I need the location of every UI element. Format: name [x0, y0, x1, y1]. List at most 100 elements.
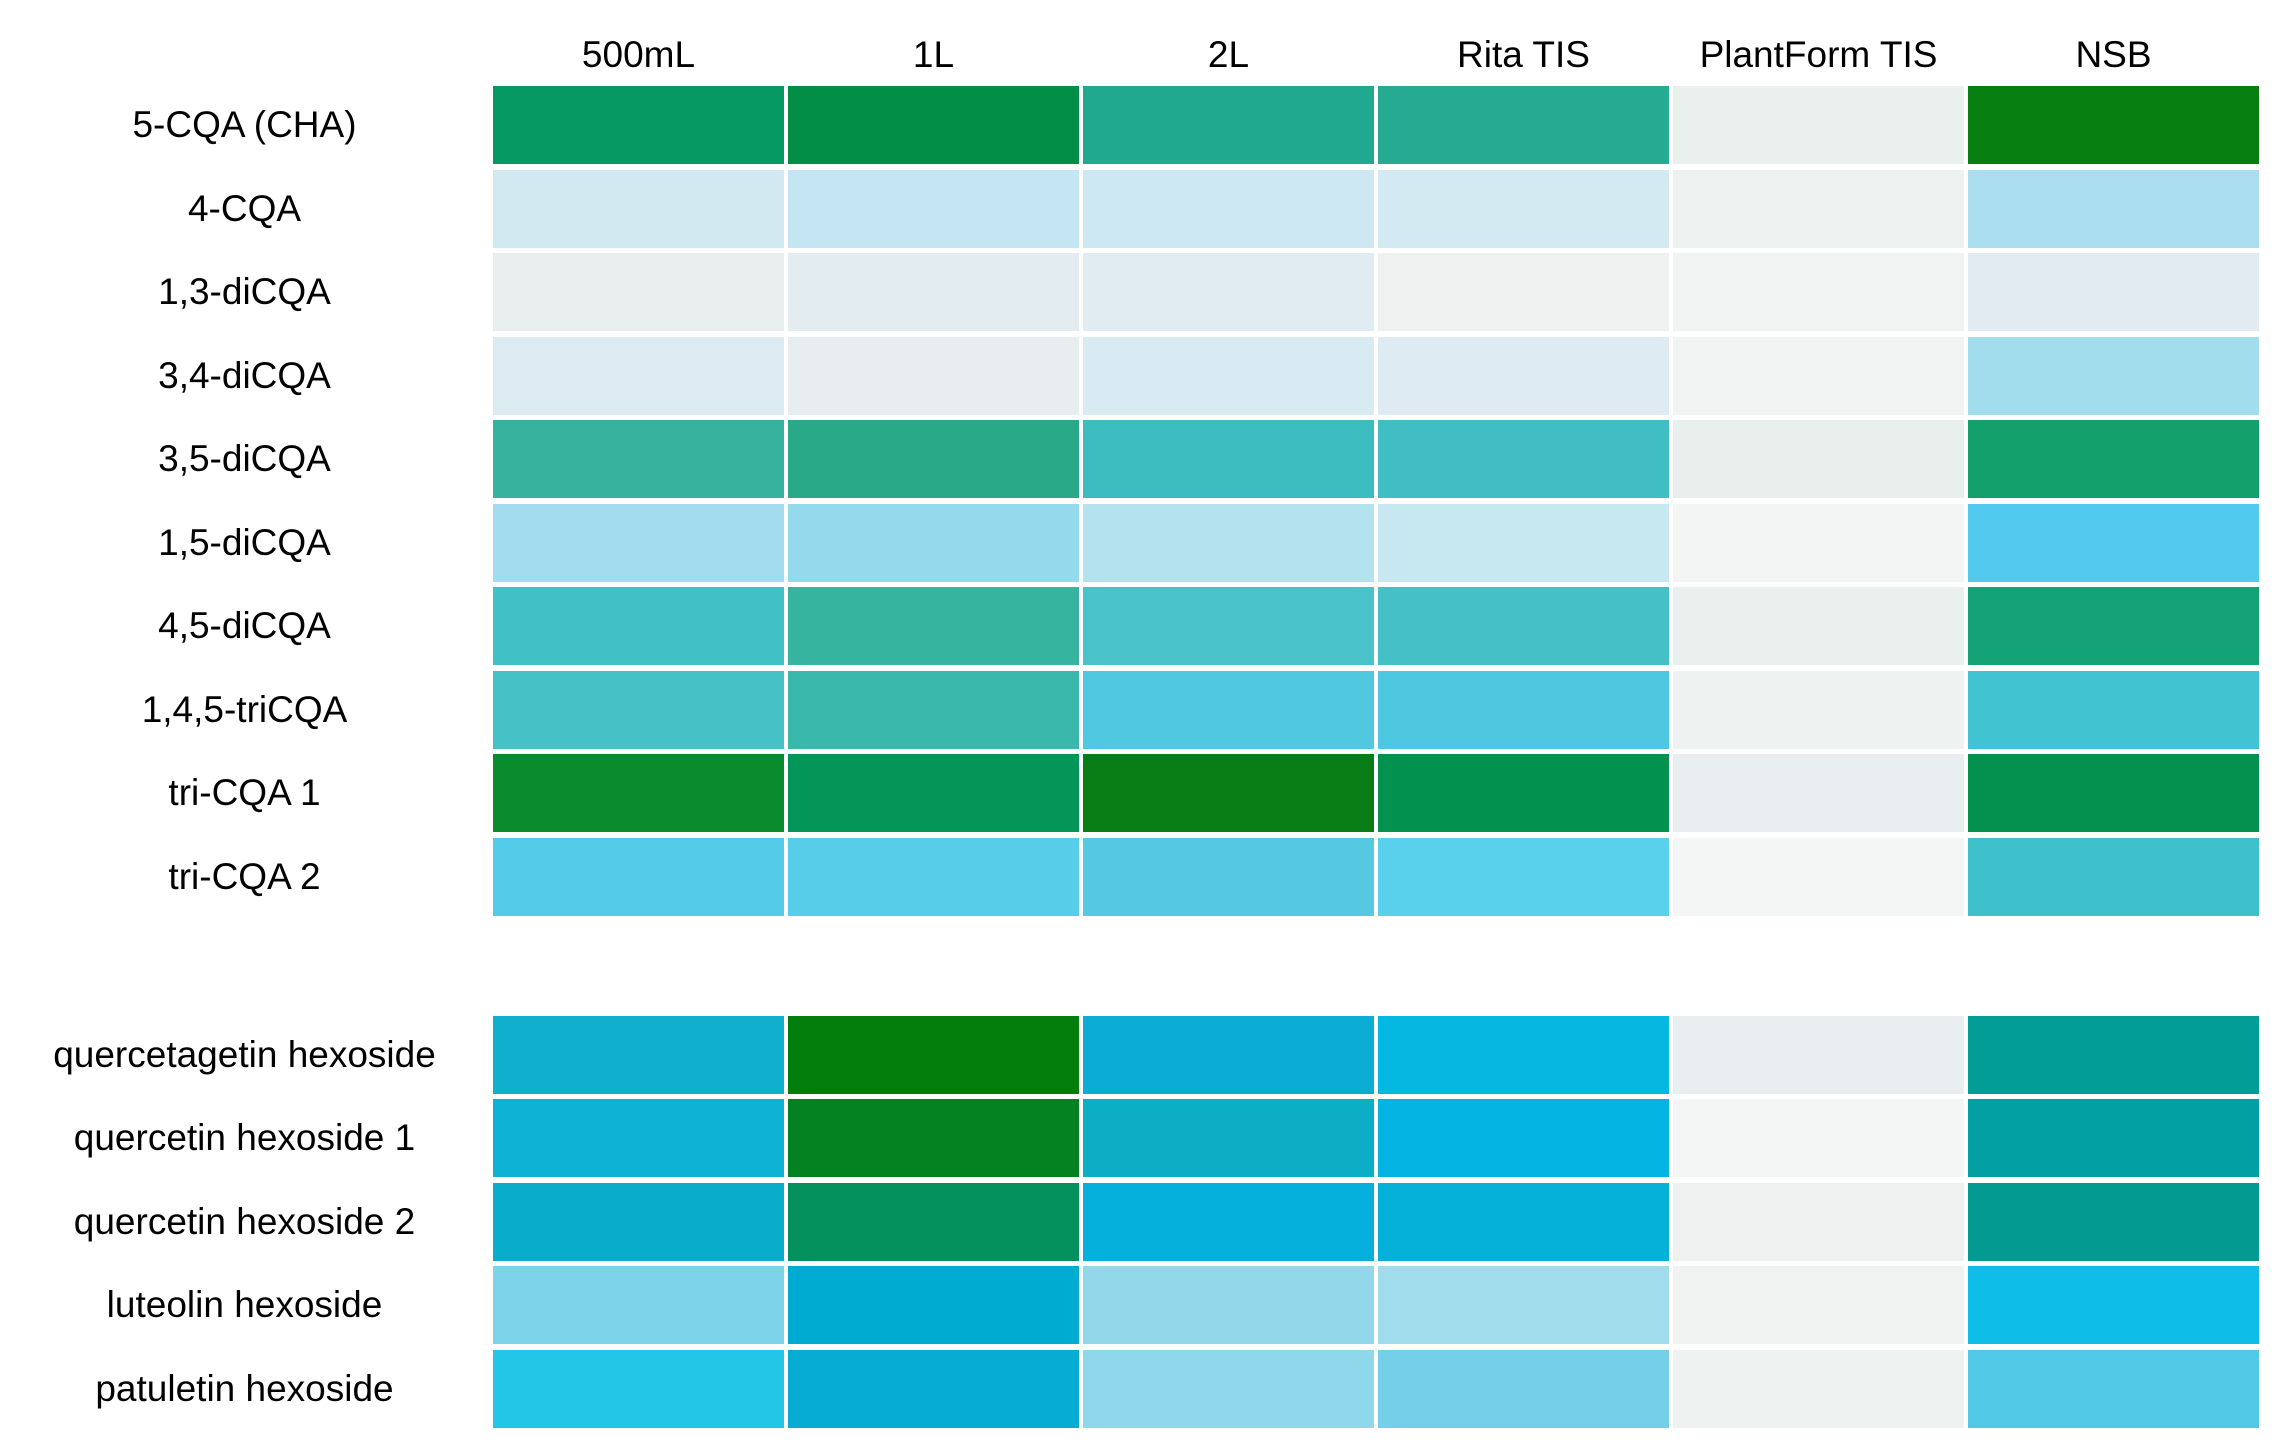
- heatmap-cell: [788, 420, 1079, 498]
- heatmap-cell: [1378, 670, 1669, 749]
- heatmap-cell: [493, 336, 784, 415]
- heatmap-cell: [1378, 837, 1669, 916]
- heatmap-row: quercetin hexoside 2: [0, 1182, 2294, 1261]
- heatmap-cell: [1673, 86, 1964, 164]
- heatmap-row: 3,4-diCQA: [0, 336, 2294, 415]
- heatmap-cell: [493, 420, 784, 498]
- column-header-plantform-tis: PlantForm TIS: [1699, 34, 1938, 76]
- heatmap-cell: [1378, 1349, 1669, 1428]
- heatmap-row: patuletin hexoside: [0, 1349, 2294, 1428]
- row-label: 1,4,5-triCQA: [141, 688, 348, 730]
- row-label: 3,4-diCQA: [158, 354, 331, 396]
- row-label: 5-CQA (CHA): [132, 104, 357, 145]
- row-label: tri-CQA 1: [168, 772, 321, 813]
- heatmap-cell: [1968, 1182, 2259, 1261]
- heatmap-cell: [788, 253, 1079, 331]
- heatmap-cell: [788, 86, 1079, 164]
- heatmap-cell: [788, 1099, 1079, 1177]
- heatmap-cell: [493, 1182, 784, 1261]
- heatmap-cell: [493, 1349, 784, 1428]
- heatmap-cell: [493, 1099, 784, 1177]
- heatmap-row: 5-CQA (CHA): [0, 86, 2294, 164]
- row-label: patuletin hexoside: [95, 1367, 394, 1409]
- heatmap-cell: [1083, 420, 1374, 498]
- column-headers: 500mL 1L 2L Rita TIS PlantForm TIS NSB: [0, 18, 2294, 86]
- heatmap-cell: [788, 587, 1079, 665]
- heatmap-cell: [1968, 420, 2259, 498]
- heatmap-cell: [1083, 86, 1374, 164]
- heatmap-row: 1,3-diCQA: [0, 253, 2294, 331]
- heatmap-cell: [1673, 1266, 1964, 1344]
- heatmap-row: quercetagetin hexoside: [0, 1015, 2294, 1094]
- heatmap-cell: [1083, 1349, 1374, 1428]
- heatmap-cell: [1083, 837, 1374, 916]
- heatmap-cell: [1673, 1015, 1964, 1094]
- row-label: 1,3-diCQA: [158, 271, 331, 312]
- heatmap-cell: [788, 336, 1079, 415]
- heatmap-cell: [1673, 420, 1964, 498]
- heatmap-cell: [1083, 169, 1374, 248]
- heatmap-cell: [1673, 670, 1964, 749]
- heatmap-row: quercetin hexoside 1: [0, 1099, 2294, 1177]
- column-header-nsb: NSB: [2075, 34, 2152, 76]
- heatmap-cell: [1968, 169, 2259, 248]
- heatmap-cell: [1083, 1099, 1374, 1177]
- row-label: tri-CQA 2: [168, 855, 321, 897]
- heatmap-cell: [1968, 837, 2259, 916]
- row-label: 1,5-diCQA: [158, 521, 331, 563]
- heatmap-cell: [1968, 86, 2259, 164]
- heatmap-cell: [788, 837, 1079, 916]
- heatmap-cell: [1673, 837, 1964, 916]
- heatmap-cell: [1083, 670, 1374, 749]
- row-label: quercetin hexoside 2: [73, 1200, 416, 1242]
- heatmap-cell: [1083, 587, 1374, 665]
- heatmap-cell: [1378, 253, 1669, 331]
- heatmap-cell: [1673, 1182, 1964, 1261]
- heatmap-cell: [788, 670, 1079, 749]
- heatmap-cell: [1378, 503, 1669, 582]
- heatmap-cell: [1083, 1266, 1374, 1344]
- row-label: 4,5-diCQA: [158, 605, 331, 646]
- row-label: luteolin hexoside: [106, 1284, 383, 1325]
- heatmap-cell: [1083, 754, 1374, 832]
- heatmap-cell: [1378, 1182, 1669, 1261]
- heatmap-cell: [493, 86, 784, 164]
- heatmap-cell: [1083, 336, 1374, 415]
- heatmap-row: 1,4,5-triCQA: [0, 670, 2294, 749]
- heatmap-cell: [788, 169, 1079, 248]
- heatmap-cell: [1378, 420, 1669, 498]
- heatmap-cell: [788, 1266, 1079, 1344]
- heatmap-cell: [1083, 1015, 1374, 1094]
- heatmap-cell: [1083, 253, 1374, 331]
- heatmap-cell: [1673, 336, 1964, 415]
- heatmap-cell: [493, 169, 784, 248]
- heatmap-cell: [1378, 336, 1669, 415]
- heatmap-cell: [1378, 1015, 1669, 1094]
- column-header-1l: 1L: [912, 34, 955, 76]
- heatmap-cell: [1378, 169, 1669, 248]
- heatmap-row: 1,5-diCQA: [0, 503, 2294, 582]
- heatmap-cell: [1378, 86, 1669, 164]
- row-label: 3,5-diCQA: [158, 438, 331, 479]
- row-label: 4-CQA: [187, 187, 302, 229]
- heatmap-cell: [788, 1182, 1079, 1261]
- heatmap-row: luteolin hexoside: [0, 1266, 2294, 1344]
- heatmap-cell: [493, 754, 784, 832]
- heatmap-row: 3,5-diCQA: [0, 420, 2294, 498]
- heatmap-cell: [1968, 1015, 2259, 1094]
- heatmap-cell: [493, 1015, 784, 1094]
- heatmap-cell: [1968, 1349, 2259, 1428]
- heatmap-row: tri-CQA 1: [0, 754, 2294, 832]
- heatmap-cell: [1673, 1349, 1964, 1428]
- column-header-500ml: 500mL: [581, 34, 696, 76]
- heatmap-cell: [1673, 169, 1964, 248]
- heatmap-cell: [1378, 1099, 1669, 1177]
- heatmap-cell: [788, 1349, 1079, 1428]
- heatmap-cell: [788, 754, 1079, 832]
- heatmap-row: 4-CQA: [0, 169, 2294, 248]
- column-header-2l: 2L: [1207, 34, 1250, 76]
- heatmap-cell: [1968, 670, 2259, 749]
- heatmap-cell: [1968, 754, 2259, 832]
- heatmap-cell: [1968, 1099, 2259, 1177]
- heatmap-cell: [493, 503, 784, 582]
